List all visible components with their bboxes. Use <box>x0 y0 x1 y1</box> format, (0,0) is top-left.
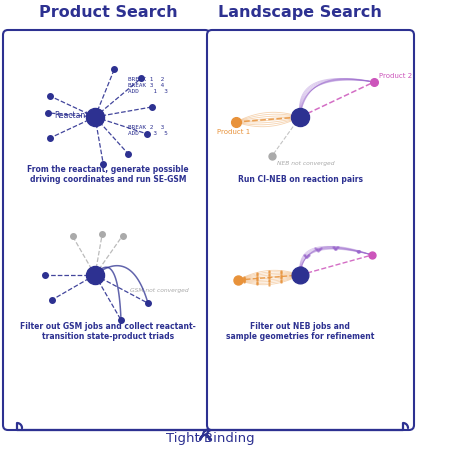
Text: Product 2: Product 2 <box>379 73 412 79</box>
Text: NEB not converged: NEB not converged <box>277 161 334 166</box>
Text: BREAK 2  3
ADD    3  5: BREAK 2 3 ADD 3 5 <box>128 125 168 136</box>
Text: GSM not converged: GSM not converged <box>130 288 189 293</box>
Text: Product Search: Product Search <box>39 5 177 20</box>
Text: BREAK 1  2
BREAK 3  4
ADD    1  3: BREAK 1 2 BREAK 3 4 ADD 1 3 <box>128 77 168 94</box>
Text: Filter out NEB jobs and
sample geometries for refinement: Filter out NEB jobs and sample geometrie… <box>226 322 374 342</box>
Text: Tight Binding: Tight Binding <box>166 432 254 445</box>
FancyBboxPatch shape <box>207 30 414 430</box>
Text: Run CI-NEB on reaction pairs: Run CI-NEB on reaction pairs <box>238 175 363 184</box>
Text: Landscape Search: Landscape Search <box>218 5 382 20</box>
Text: Filter out GSM jobs and collect reactant-
transition state-product triads: Filter out GSM jobs and collect reactant… <box>20 322 196 342</box>
Text: From the reactant, generate possible
driving coordinates and run SE-GSM: From the reactant, generate possible dri… <box>27 165 189 184</box>
Text: Reactant: Reactant <box>54 112 89 121</box>
FancyBboxPatch shape <box>3 30 210 430</box>
Text: Product 1: Product 1 <box>217 129 251 135</box>
